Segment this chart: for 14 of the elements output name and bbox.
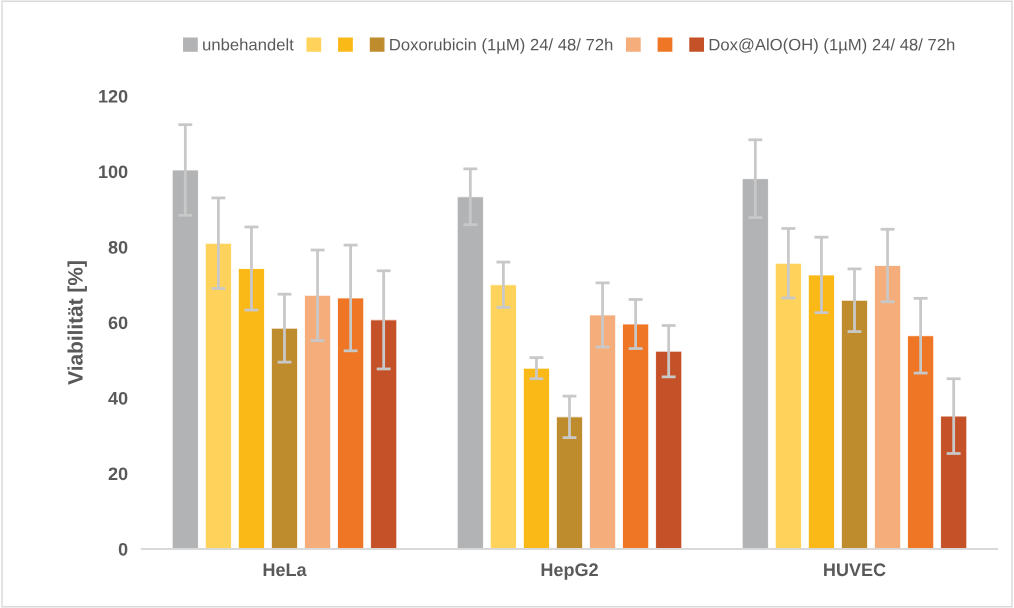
legend-label: unbehandelt xyxy=(203,38,294,51)
x-tick-label: HUVEC xyxy=(824,563,886,577)
y-tick-label: 100 xyxy=(99,165,128,179)
y-tick-label: 40 xyxy=(108,391,128,405)
y-tick-label: 20 xyxy=(108,467,128,481)
legend-label: Dox@AlO(OH) (1µM) 24/ 48/ 72h xyxy=(709,38,955,54)
x-tick-label: HepG2 xyxy=(541,563,598,580)
x-tick-label: HeLa xyxy=(263,563,307,577)
y-axis-title: Viabilität [%] xyxy=(67,261,87,385)
y-tick-label: 0 xyxy=(118,542,128,556)
legend-label: Doxorubicin (1µM) 24/ 48/ 72h xyxy=(390,38,613,54)
y-tick-label: 60 xyxy=(108,316,128,330)
y-tick-label: 80 xyxy=(108,240,128,254)
y-tick-label: 120 xyxy=(99,89,128,103)
